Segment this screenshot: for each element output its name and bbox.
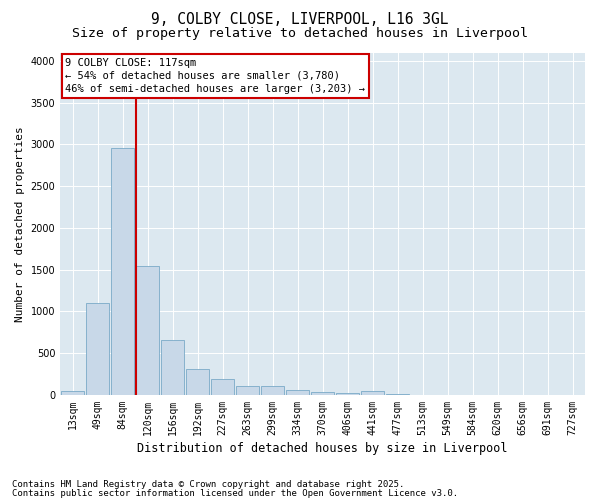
Text: Contains public sector information licensed under the Open Government Licence v3: Contains public sector information licen… [12, 488, 458, 498]
Bar [211, 379, 234, 395]
Bar [236, 386, 259, 395]
Bar [86, 303, 109, 395]
Y-axis label: Number of detached properties: Number of detached properties [15, 126, 25, 322]
Bar [136, 266, 159, 395]
Text: 9 COLBY CLOSE: 117sqm
← 54% of detached houses are smaller (3,780)
46% of semi-d: 9 COLBY CLOSE: 117sqm ← 54% of detached … [65, 58, 365, 94]
Bar [262, 386, 284, 395]
Bar [286, 390, 309, 395]
Bar [187, 369, 209, 395]
Text: Size of property relative to detached houses in Liverpool: Size of property relative to detached ho… [72, 28, 528, 40]
Text: Contains HM Land Registry data © Crown copyright and database right 2025.: Contains HM Land Registry data © Crown c… [12, 480, 404, 489]
Bar [386, 394, 409, 395]
Text: 9, COLBY CLOSE, LIVERPOOL, L16 3GL: 9, COLBY CLOSE, LIVERPOOL, L16 3GL [151, 12, 449, 28]
Bar [61, 391, 84, 395]
X-axis label: Distribution of detached houses by size in Liverpool: Distribution of detached houses by size … [137, 442, 508, 455]
Bar [112, 148, 134, 395]
Bar [161, 340, 184, 395]
Bar [337, 393, 359, 395]
Bar [311, 392, 334, 395]
Bar [361, 391, 384, 395]
